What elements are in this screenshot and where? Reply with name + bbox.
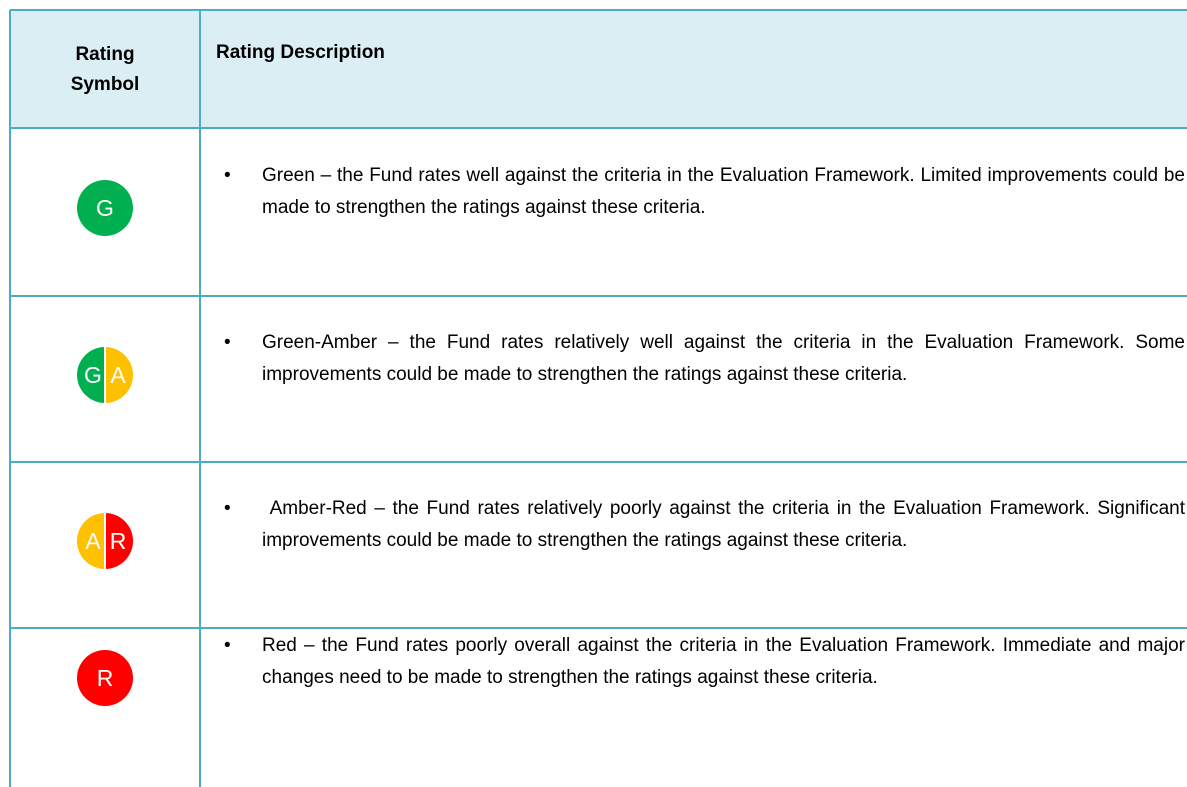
border: [9, 10, 11, 787]
description: Green – the Fund rates well against the …: [262, 165, 1185, 218]
description: Amber-Red – the Fund rates relatively po…: [262, 498, 1185, 551]
symbol-letter: A: [85, 528, 101, 554]
bullet: •: [224, 498, 231, 519]
row-border: [10, 127, 1187, 129]
row-border: [10, 295, 1187, 297]
symbol-letter: R: [97, 665, 114, 691]
header-cell: Rating Description: [200, 10, 1187, 128]
symbol-half: [77, 513, 105, 569]
bullet: •: [224, 634, 231, 656]
bullet: •: [224, 165, 231, 186]
symbol-letter: R: [110, 528, 127, 554]
rating-symbol: G: [77, 180, 133, 236]
row-border: [10, 627, 1187, 629]
header-cell: Rating Symbol: [10, 10, 200, 128]
symbol-letter: A: [110, 362, 126, 388]
rating-symbol: R: [77, 649, 133, 706]
header-text: Rating Description: [216, 42, 385, 63]
symbol-circle: [77, 180, 133, 236]
symbol-half: [105, 347, 133, 403]
description: Green-Amber – the Fund rates relatively …: [262, 332, 1185, 385]
border: [199, 10, 201, 787]
row-border: [10, 461, 1187, 463]
symbol-half: [77, 347, 105, 403]
symbol-circle: [77, 649, 133, 706]
symbol-half: [105, 513, 133, 569]
header-text: Rating Symbol: [70, 44, 140, 95]
symbol-letter: G: [84, 362, 102, 388]
symbol-letter: G: [96, 195, 114, 221]
description: Red – the Fund rates poorly overall agai…: [262, 634, 1185, 688]
bullet: •: [224, 332, 231, 353]
border: [10, 9, 1187, 11]
